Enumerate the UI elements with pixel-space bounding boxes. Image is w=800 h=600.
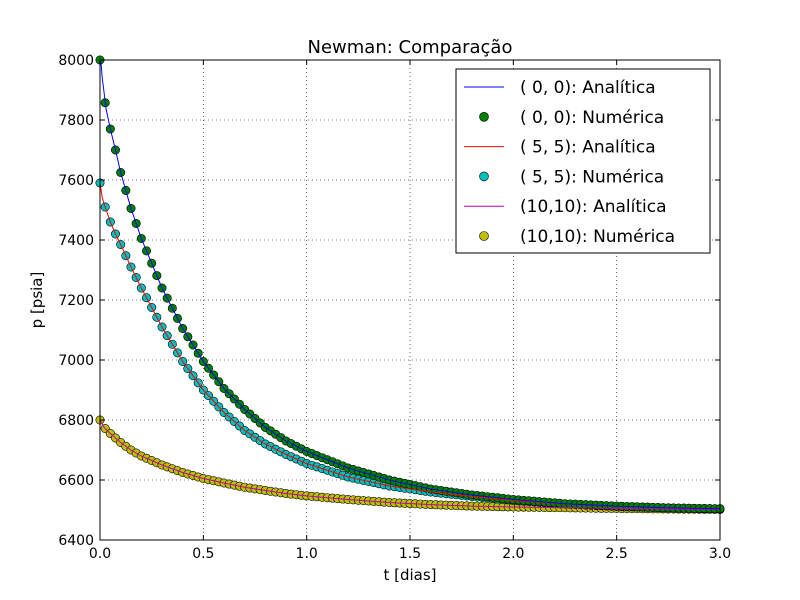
y-tick-label: 6600 <box>58 473 94 489</box>
x-axis-label: t [dias] <box>383 566 436 584</box>
legend-label: ( 5, 5): Numérica <box>520 167 664 187</box>
y-tick-label: 6800 <box>58 413 94 429</box>
legend-marker-swatch <box>479 112 489 122</box>
y-tick-label: 7800 <box>58 113 94 129</box>
x-tick-label: 1.5 <box>399 546 421 562</box>
series-layer <box>95 55 725 514</box>
y-tick-label: 7600 <box>58 173 94 189</box>
x-tick-label: 0.0 <box>89 546 111 562</box>
legend-label: ( 0, 0): Numérica <box>520 108 664 128</box>
axis-ticks: 0.0 0.5 1.0 1.5 2.0 2.5 3.0 6400 6600 6800 7000 720… <box>58 53 731 562</box>
chart-title: Newman: Comparação <box>308 37 513 58</box>
y-tick-label: 6400 <box>58 533 94 549</box>
x-tick-label: 1.0 <box>296 546 318 562</box>
series-line <box>99 59 721 510</box>
y-axis-label: p [psia] <box>28 272 46 329</box>
legend-box <box>455 68 711 254</box>
y-tick-label: 7000 <box>58 353 94 369</box>
series-line <box>99 419 721 510</box>
x-tick-label: 0.5 <box>192 546 214 562</box>
series-line <box>99 182 721 510</box>
legend: ( 0, 0): Analítica ( 0, 0): Numérica ( 5, … <box>455 68 711 254</box>
x-tick-label: 2.5 <box>606 546 628 562</box>
legend-marker-swatch <box>479 171 489 182</box>
y-tick-label: 7200 <box>58 293 94 309</box>
legend-label: ( 0, 0): Analítica <box>520 78 656 98</box>
legend-label: ( 5, 5): Analítica <box>520 138 656 158</box>
x-tick-label: 3.0 <box>709 546 731 562</box>
legend-marker-swatch <box>479 231 489 241</box>
legend-label: (10,10): Analítica <box>520 197 666 217</box>
y-tick-label: 8000 <box>58 53 94 69</box>
x-tick-label: 2.0 <box>502 546 524 562</box>
legend-label: (10,10): Numérica <box>520 227 675 247</box>
y-tick-label: 7400 <box>58 233 94 249</box>
